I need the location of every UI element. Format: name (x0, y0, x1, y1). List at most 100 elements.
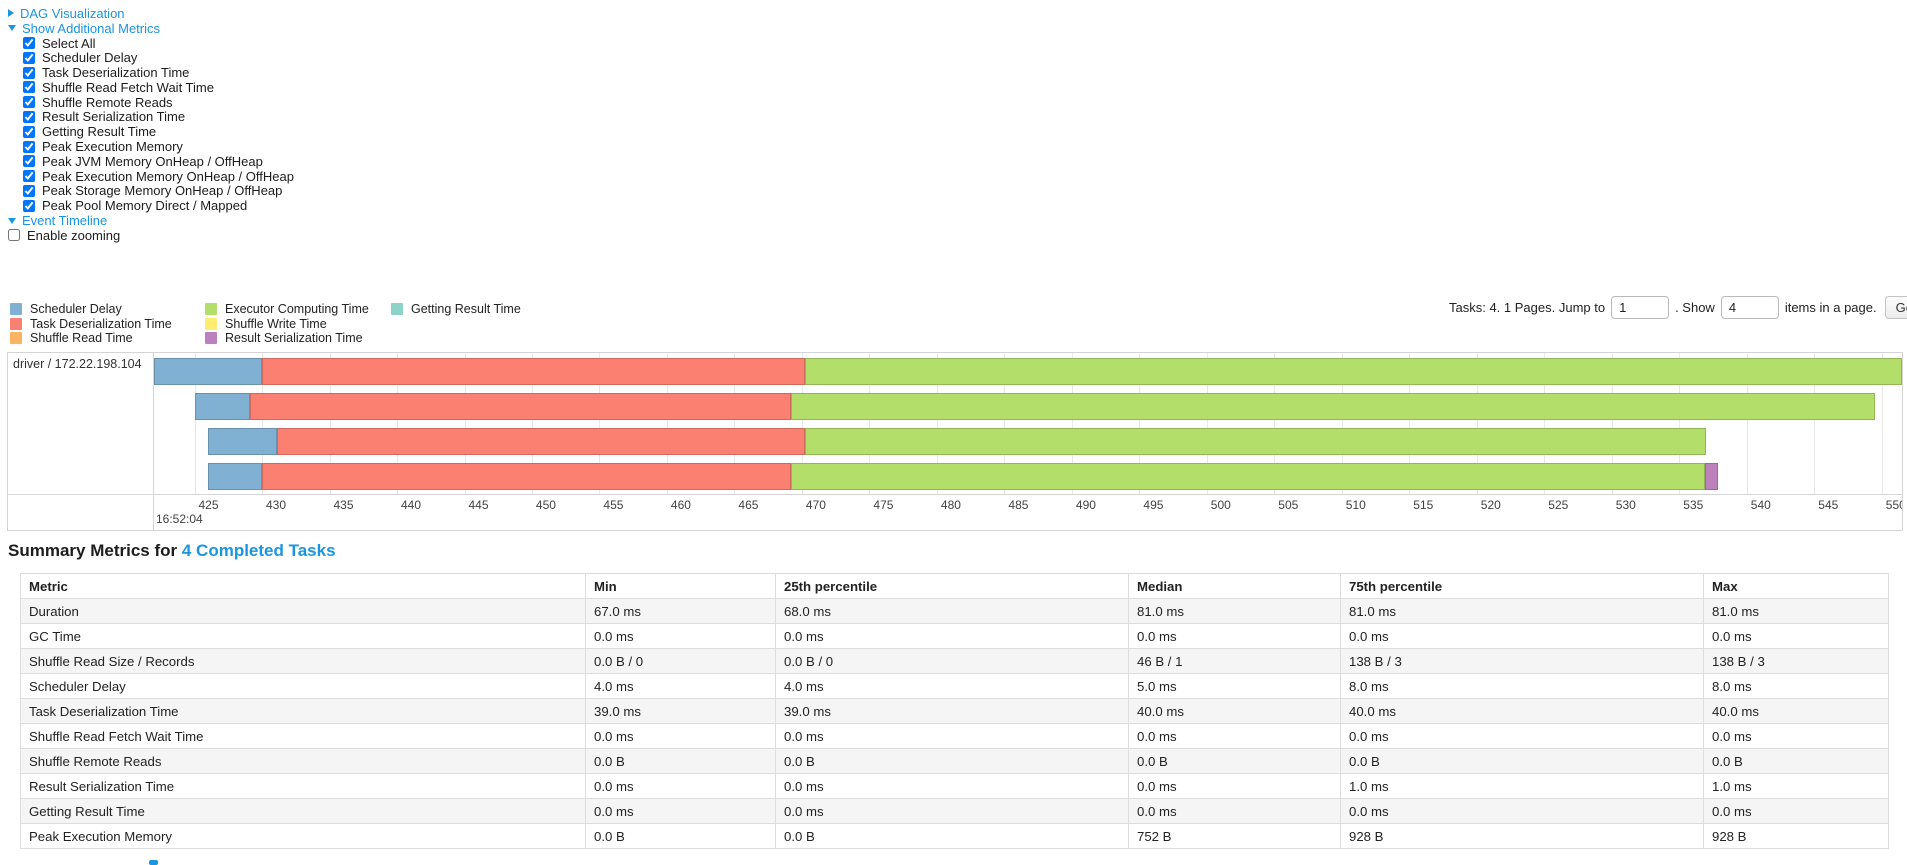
metric-checkbox-option[interactable]: Shuffle Read Fetch Wait Time (23, 80, 214, 95)
axis-tick-label: 550 (1885, 498, 1902, 512)
metric-checkbox-option[interactable]: Peak Storage Memory OnHeap / OffHeap (23, 183, 282, 198)
metric-checkbox[interactable] (23, 184, 35, 197)
metric-checkbox-option[interactable]: Select All (23, 36, 95, 51)
table-row: Task Deserialization Time 39.0 ms 39.0 ms 4… (20, 698, 1889, 724)
metric-name-cell: Shuffle Read Size / Records (20, 648, 586, 674)
legend-column: Scheduler Delay Task Deserialization Time… (10, 302, 172, 346)
timeline-task-segment-scheduler_delay[interactable] (154, 358, 262, 385)
metric-checkbox-option[interactable]: Peak Pool Memory Direct / Mapped (23, 198, 247, 213)
metric-value-cell: 0.0 B (585, 748, 776, 774)
metric-name-cell: Shuffle Read Fetch Wait Time (20, 723, 586, 749)
table-row: Peak Execution Memory 0.0 B 0.0 B 752 B 928 … (20, 823, 1889, 849)
timeline-task-segment-task_deserialization[interactable] (262, 463, 792, 490)
legend-swatch-icon (205, 332, 217, 345)
enable-zooming-option[interactable]: Enable zooming (8, 228, 294, 243)
metric-value-cell: 928 B (1340, 823, 1704, 849)
axis-tick-label: 450 (535, 498, 556, 512)
metric-value-cell: 752 B (1128, 823, 1341, 849)
metric-list-item: Peak Pool Memory Direct / Mapped (23, 198, 294, 213)
legend-label: Task Deserialization Time (30, 316, 172, 331)
show-additional-metrics-toggle[interactable]: Show Additional Metrics (8, 21, 294, 36)
event-timeline-link[interactable]: Event Timeline (22, 213, 108, 229)
axis-gridline (869, 353, 871, 494)
metric-checkbox-label: Result Serialization Time (42, 109, 186, 125)
dag-visualization-toggle[interactable]: DAG Visualization (8, 6, 294, 21)
metric-checkbox[interactable] (23, 37, 35, 49)
timeline-task-segment-executor_computing[interactable] (791, 463, 1705, 490)
legend-swatch-icon (391, 303, 403, 316)
axis-tick-label: 530 (1615, 498, 1636, 512)
axis-tick-label: 480 (940, 498, 961, 512)
metric-checkbox-option[interactable]: Getting Result Time (23, 124, 156, 139)
timeline-task-segment-task_deserialization[interactable] (249, 393, 792, 420)
metric-checkbox-option[interactable]: Scheduler Delay (23, 50, 137, 65)
show-additional-metrics-link[interactable]: Show Additional Metrics (22, 20, 161, 36)
axis-gridline (1611, 353, 1613, 494)
metric-value-cell: 40.0 ms (1128, 698, 1341, 724)
legend-item: Task Deserialization Time (10, 317, 172, 332)
metric-value-cell: 0.0 ms (775, 798, 1129, 824)
go-button[interactable]: Go (1884, 295, 1907, 319)
enable-zooming-label: Enable zooming (27, 227, 121, 243)
metric-value-cell: 0.0 ms (1340, 623, 1704, 649)
dag-visualization-link[interactable]: DAG Visualization (20, 5, 125, 21)
metric-checkbox[interactable] (23, 66, 35, 79)
metric-list-item: Shuffle Remote Reads (23, 95, 294, 110)
event-timeline-toggle[interactable]: Event Timeline (8, 213, 294, 228)
axis-gridline (734, 353, 736, 494)
axis-tick-label: 425 (198, 498, 219, 512)
axis-gridline (1679, 353, 1681, 494)
metric-list-item: Result Serialization Time (23, 109, 294, 124)
timeline-task-segment-task_deserialization[interactable] (276, 428, 805, 455)
metric-checkbox-option[interactable]: Peak Execution Memory OnHeap / OffHeap (23, 169, 294, 184)
metric-value-cell: 68.0 ms (775, 598, 1129, 624)
timeline-task-segment-scheduler_delay[interactable] (208, 428, 277, 455)
timeline-task-segment-executor_computing[interactable] (804, 358, 1902, 385)
metric-value-cell: 46 B / 1 (1128, 648, 1341, 674)
metric-checkbox[interactable] (23, 51, 35, 64)
timeline-task-segment-executor_computing[interactable] (791, 393, 1875, 420)
timeline-task-segment-task_deserialization[interactable] (262, 358, 805, 385)
metric-checkbox[interactable] (23, 170, 35, 183)
metric-checkbox-option[interactable]: Peak JVM Memory OnHeap / OffHeap (23, 154, 263, 169)
axis-tick-label: 440 (401, 498, 422, 512)
items-per-page-input[interactable] (1720, 295, 1779, 319)
table-row: Shuffle Read Fetch Wait Time 0.0 ms 0.0 ms… (20, 723, 1889, 749)
timeline-task-segment-scheduler_delay[interactable] (194, 393, 250, 420)
metric-checkbox-label: Select All (42, 35, 96, 51)
axis-gridline (1274, 353, 1276, 494)
event-timeline-chart: driver / 172.22.198.104 425 430 435 440 445 4… (7, 352, 1903, 531)
metric-checkbox[interactable] (23, 81, 35, 94)
metric-value-cell: 81.0 ms (1703, 598, 1889, 624)
metric-checkbox[interactable] (23, 155, 35, 168)
metric-value-cell: 0.0 B / 0 (775, 648, 1129, 674)
metric-checkbox-option[interactable]: Result Serialization Time (23, 109, 185, 124)
metric-checkbox[interactable] (23, 96, 35, 109)
timeline-task-segment-scheduler_delay[interactable] (208, 463, 262, 490)
timeline-task-segment-executor_computing[interactable] (804, 428, 1707, 455)
completed-tasks-link[interactable]: 4 Completed Tasks (181, 541, 336, 560)
metric-value-cell: 928 B (1703, 823, 1889, 849)
axis-tick-label: 525 (1548, 498, 1569, 512)
jump-to-page-input[interactable] (1611, 295, 1670, 319)
metric-value-cell: 0.0 ms (1703, 723, 1889, 749)
axis-tick-label: 460 (670, 498, 691, 512)
metric-checkbox-option[interactable]: Shuffle Remote Reads (23, 95, 173, 110)
metric-checkbox[interactable] (23, 199, 35, 212)
metric-value-cell: 67.0 ms (585, 598, 776, 624)
enable-zooming-checkbox[interactable] (8, 229, 20, 242)
metric-checkbox[interactable] (23, 110, 35, 123)
metric-checkbox[interactable] (23, 140, 35, 153)
legend-item: Result Serialization Time (205, 331, 369, 346)
metric-list-item: Scheduler Delay (23, 50, 294, 65)
metric-value-cell: 4.0 ms (585, 673, 776, 699)
metric-value-cell: 40.0 ms (1340, 698, 1704, 724)
metric-checkbox[interactable] (23, 125, 35, 138)
task-pagination: Tasks: 4. 1 Pages. Jump to . Show items … (1449, 292, 1907, 322)
metric-value-cell: 0.0 ms (585, 773, 776, 799)
timeline-task-segment-result_serialization[interactable] (1704, 463, 1719, 490)
metric-checkbox-option[interactable]: Task Deserialization Time (23, 65, 189, 80)
metric-name-cell: Result Serialization Time (20, 773, 586, 799)
metric-checkbox-option[interactable]: Peak Execution Memory (23, 139, 183, 154)
